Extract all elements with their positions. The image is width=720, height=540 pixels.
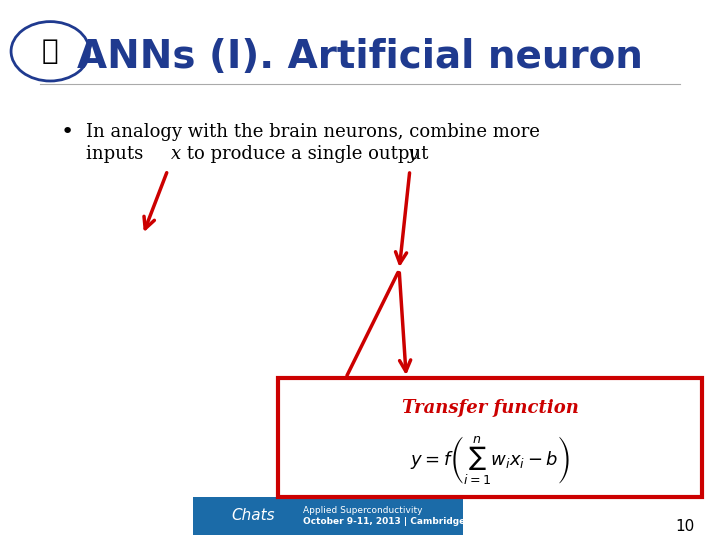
Text: In analogy with the brain neurons, combine more: In analogy with the brain neurons, combi… xyxy=(86,123,540,141)
Text: y: y xyxy=(408,145,418,163)
Text: to produce a single output: to produce a single output xyxy=(181,145,433,163)
FancyBboxPatch shape xyxy=(278,378,702,497)
Text: 10: 10 xyxy=(675,519,695,534)
Text: October 9-11, 2013 | Cambridge, MA: October 9-11, 2013 | Cambridge, MA xyxy=(303,517,487,525)
Text: Chats: Chats xyxy=(232,508,276,523)
Text: 🔵: 🔵 xyxy=(42,37,58,65)
Text: •: • xyxy=(61,122,74,143)
Text: x: x xyxy=(171,145,181,163)
Text: inputs: inputs xyxy=(86,145,149,163)
Text: $y = f\left(\sum_{i=1}^{n} w_i x_i - b\right)$: $y = f\left(\sum_{i=1}^{n} w_i x_i - b\r… xyxy=(410,434,570,486)
FancyBboxPatch shape xyxy=(193,497,463,535)
Text: Applied Superconductivity: Applied Superconductivity xyxy=(303,506,423,515)
Text: ANNs (I). Artificial neuron: ANNs (I). Artificial neuron xyxy=(77,38,643,76)
Text: Transfer function: Transfer function xyxy=(402,399,578,417)
